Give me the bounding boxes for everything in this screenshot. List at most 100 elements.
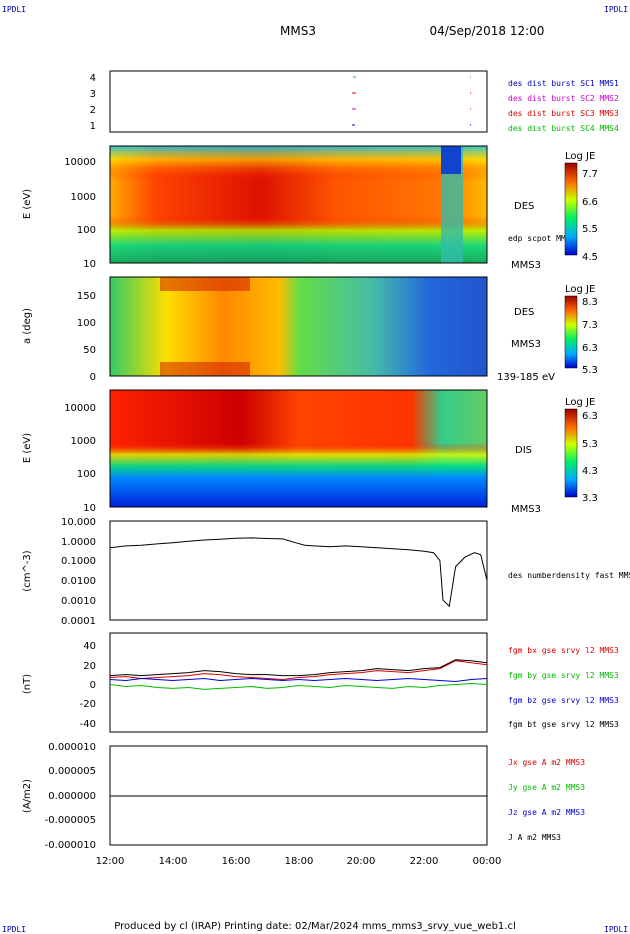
pa-ytick-100: 100 xyxy=(77,318,96,329)
pa-sc-label: MMS3 xyxy=(511,339,541,350)
pa-colorbar-title: Log JE xyxy=(565,284,595,295)
pa-cbar-tick: 8.3 xyxy=(582,297,598,308)
density-legend: des numberdensity fast MMS3 xyxy=(508,571,630,580)
bfield-legend-bt: fgm bt gse srvy l2 MMS3 xyxy=(508,720,619,729)
pa-right-label: DES xyxy=(514,307,534,318)
pa-edge-bottom xyxy=(160,362,250,376)
current-ytick: 0.000000 xyxy=(48,791,96,802)
pitch-angle-panel: a (deg) 150 100 50 0 DES MMS3 139-185 eV… xyxy=(22,276,598,383)
dis-right-label: DIS xyxy=(515,445,532,456)
current-legend-j: J A m2 MMS3 xyxy=(508,833,561,842)
bfield-frame xyxy=(109,632,488,733)
pa-spectrogram-base xyxy=(110,277,487,376)
current-ytick: 0.000010 xyxy=(48,742,96,753)
time-tick: 00:00 xyxy=(473,856,502,867)
pa-ytick-150: 150 xyxy=(77,291,96,302)
current-ylabel: (A/m2) xyxy=(22,779,33,813)
density-ytick: 1.0000 xyxy=(61,537,96,548)
current-panel: (A/m2) 0.000010 0.000005 0.000000 -0.000… xyxy=(22,742,585,851)
corner-label-left: IPDLI xyxy=(2,5,26,14)
bx-series-line xyxy=(109,660,488,681)
des-ytick-100: 100 xyxy=(77,225,96,236)
bfield-legend-by: fgm by gse srvy l2 MMS3 xyxy=(508,671,619,680)
burst-legend-sc2: des dist burst SC2 MMS2 xyxy=(508,94,619,103)
pa-cbar-tick: 7.3 xyxy=(582,320,598,331)
magnetic-field-panel: (nT) 40 20 0 -20 -40 fgm bx gse srvy l2 … xyxy=(22,632,619,733)
density-ytick: 0.0010 xyxy=(61,596,96,607)
density-ytick: 0.0001 xyxy=(61,616,96,627)
density-ytick: 0.0100 xyxy=(61,576,96,587)
current-ytick: 0.000005 xyxy=(48,766,96,777)
bfield-ylabel: (nT) xyxy=(22,674,33,694)
density-frame xyxy=(109,520,488,621)
burst-legend-sc3: des dist burst SC3 MMS3 xyxy=(508,109,619,118)
des-colorbar xyxy=(564,162,578,256)
current-ytick: -0.000010 xyxy=(45,840,96,851)
dis-ytick-10: 10 xyxy=(83,503,96,514)
bfield-ytick: 20 xyxy=(83,661,96,672)
bt-series-line xyxy=(109,659,488,677)
pa-frame xyxy=(109,276,488,377)
time-tick: 16:00 xyxy=(222,856,251,867)
des-ytick-10000: 10000 xyxy=(64,157,96,168)
density-ytick: 0.1000 xyxy=(61,556,96,567)
dis-spectrogram-overlay xyxy=(110,390,487,507)
bfield-legend-bx: fgm bx gse srvy l2 MMS3 xyxy=(508,646,619,655)
bfield-legend-bz: fgm bz gse srvy l2 MMS3 xyxy=(508,696,619,705)
burst-ytick-1: 1 xyxy=(90,121,96,132)
burst-ytick-2: 2 xyxy=(90,105,96,116)
current-legend-jx: Jx gse A m2 MMS3 xyxy=(508,758,585,767)
des-cbar-tick: 6.6 xyxy=(582,197,598,208)
time-axis: 12:00 14:00 16:00 18:00 20:00 22:00 00:0… xyxy=(96,856,502,867)
bfield-ytick: -20 xyxy=(80,699,96,710)
pa-edge-top xyxy=(160,277,250,291)
des-ytick-1000: 1000 xyxy=(71,192,96,203)
dis-cbar-tick: 3.3 xyxy=(582,493,598,504)
dis-frame xyxy=(109,389,488,508)
footer-corner-left: IPDLI xyxy=(2,925,26,934)
dis-ytick-100: 100 xyxy=(77,469,96,480)
density-series-line xyxy=(109,537,488,608)
burst-frame xyxy=(109,70,488,133)
des-cbar-tick: 4.5 xyxy=(582,252,598,263)
burst-legend-sc1: des dist burst SC1 MMS1 xyxy=(508,79,619,88)
burst-panel: 4 3 2 1 des dist burst SC1 MMS1 des dist… xyxy=(90,70,619,133)
des-ytick-10: 10 xyxy=(83,259,96,270)
des-cbar-tick: 7.7 xyxy=(582,169,598,180)
burst-legend-sc4: des dist burst SC4 MMS4 xyxy=(508,124,619,133)
density-panel: (cm^-3) 10.000 1.0000 0.1000 0.0100 0.00… xyxy=(22,517,630,627)
corner-label-right: IPDLI xyxy=(604,5,628,14)
des-colorbar-title: Log JE xyxy=(565,151,595,162)
des-right-label: DES xyxy=(514,201,534,212)
electron-energy-panel: E (eV) 10000 1000 100 10 DES edp scpot M… xyxy=(22,145,598,271)
des-ylabel: E (eV) xyxy=(22,189,33,219)
current-legend-jy: Jy gse A m2 MMS3 xyxy=(508,783,585,792)
time-tick: 22:00 xyxy=(410,856,439,867)
pa-colorbar xyxy=(564,295,578,369)
time-tick: 12:00 xyxy=(96,856,125,867)
dis-ytick-1000: 1000 xyxy=(71,436,96,447)
scpot-label: edp scpot MMS3 xyxy=(508,234,576,243)
burst-ytick-3: 3 xyxy=(90,89,96,100)
des-frame xyxy=(109,145,488,264)
ion-energy-panel: E (eV) 10000 1000 100 10 DIS MMS3 Log JE… xyxy=(22,389,598,515)
time-tick: 18:00 xyxy=(285,856,314,867)
pa-ytick-50: 50 xyxy=(83,345,96,356)
footer-corner-right: IPDLI xyxy=(604,925,628,934)
spacecraft-title: MMS3 xyxy=(280,24,316,38)
dis-cbar-tick: 5.3 xyxy=(582,439,598,450)
bfield-ytick: 0 xyxy=(90,680,96,691)
pa-energy-label: 139-185 eV xyxy=(497,372,555,383)
pa-ytick-0: 0 xyxy=(90,372,96,383)
time-tick: 20:00 xyxy=(347,856,376,867)
pa-ylabel: a (deg) xyxy=(22,308,33,344)
dis-sc-label: MMS3 xyxy=(511,504,541,515)
dis-cbar-tick: 6.3 xyxy=(582,411,598,422)
density-ylabel: (cm^-3) xyxy=(22,550,33,591)
current-ytick: -0.000005 xyxy=(45,815,96,826)
pa-cbar-tick: 5.3 xyxy=(582,365,598,376)
dis-ylabel: E (eV) xyxy=(22,433,33,463)
dis-colorbar xyxy=(564,408,578,498)
dis-colorbar-title: Log JE xyxy=(565,397,595,408)
